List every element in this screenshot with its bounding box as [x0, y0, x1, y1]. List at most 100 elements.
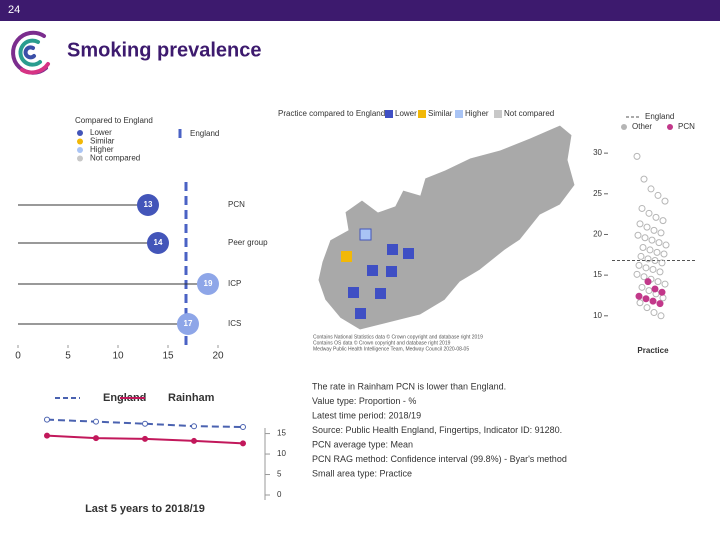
point: [650, 226, 658, 234]
legend-marker: [667, 124, 673, 130]
legend-marker: [621, 124, 627, 130]
legend-label: England: [190, 129, 219, 138]
legend-label: Other: [632, 122, 652, 131]
x-tick-label: 20: [212, 351, 224, 362]
note-line: Value type: Proportion - %: [312, 396, 416, 406]
point: [638, 204, 646, 212]
y-tick-label: 0: [277, 490, 282, 499]
slide-title: Smoking prevalence: [67, 39, 262, 61]
legend-marker: [77, 130, 83, 136]
point: [657, 312, 665, 320]
point: [640, 175, 648, 183]
point: [633, 270, 641, 278]
point: [635, 261, 643, 269]
value-label: 14: [154, 238, 163, 247]
point: [641, 234, 649, 242]
point: [639, 243, 647, 251]
point: [642, 264, 650, 272]
y-tick-label: 30: [593, 148, 602, 157]
point: [137, 194, 159, 216]
y-tick-label: 25: [593, 189, 602, 198]
point: [658, 288, 666, 296]
legend-label: Similar: [428, 109, 453, 118]
point: [44, 432, 50, 439]
point: [657, 229, 665, 237]
category-label: PCN: [228, 200, 245, 209]
point: [637, 252, 645, 260]
point: [643, 223, 651, 231]
credit: Medway Public Health Intelligence Team, …: [313, 346, 469, 352]
point: [177, 313, 199, 335]
point: [650, 309, 658, 317]
note-line: PCN average type: Mean: [312, 439, 413, 449]
legend-marker: [77, 147, 83, 153]
legend-swatch: [455, 110, 463, 118]
point: [653, 248, 661, 256]
point: [636, 299, 644, 307]
point: [643, 304, 651, 312]
legend-label: Similar: [90, 137, 115, 146]
point: [651, 256, 659, 264]
point: [654, 191, 662, 199]
point: [636, 220, 644, 228]
point: [191, 423, 197, 430]
point: [656, 268, 664, 276]
y-tick-label: 15: [277, 429, 286, 438]
point: [635, 292, 643, 300]
point: [659, 294, 667, 302]
point: [191, 437, 197, 444]
point: [197, 273, 219, 295]
point: [652, 213, 660, 221]
point: [647, 185, 655, 193]
point: [660, 250, 668, 258]
y-tick-label: 10: [277, 449, 286, 458]
point: [634, 231, 642, 239]
point: [93, 435, 99, 442]
credit: Contains OS data © Crown copyright and d…: [313, 339, 451, 346]
x-axis-label: Practice: [637, 346, 669, 355]
legend-label: Lower: [90, 128, 112, 137]
point: [649, 297, 657, 305]
legend-swatch: [494, 110, 502, 118]
point: [644, 255, 652, 263]
point: [644, 278, 652, 286]
y-tick-label: 10: [593, 311, 602, 320]
point: [656, 300, 664, 308]
point: [659, 217, 667, 225]
point: [147, 232, 169, 254]
point: [646, 246, 654, 254]
legend-swatch: [418, 110, 426, 118]
map-shape: [317, 124, 576, 331]
point: [649, 265, 657, 273]
point: [142, 435, 148, 442]
value-label: 19: [204, 279, 213, 288]
point: [661, 280, 669, 288]
legend-swatch: [385, 110, 393, 118]
point: [654, 278, 662, 286]
point: [633, 152, 641, 160]
legend-marker: [77, 155, 83, 162]
x-tick-label: 15: [162, 351, 174, 362]
value-label: 17: [184, 319, 193, 328]
legend-label: Higher: [90, 145, 114, 154]
note-line: PCN RAG method: Confidence interval (99.…: [312, 454, 567, 464]
legend-label: Not compared: [504, 109, 554, 118]
note-line: Source: Public Health England, Fingertip…: [312, 425, 562, 435]
point: [645, 287, 653, 295]
note-line: Small area type: Practice: [312, 468, 412, 478]
legend-label: England: [645, 112, 674, 121]
x-tick-label: 10: [112, 351, 124, 362]
point: [651, 285, 659, 293]
legend-label: PCN: [678, 122, 695, 131]
legend-label: Rainham: [168, 392, 215, 404]
y-tick-label: 20: [593, 230, 602, 239]
category-label: ICP: [228, 279, 241, 288]
y-tick-label: 5: [277, 470, 282, 479]
note-line: The rate in Rainham PCN is lower than En…: [312, 381, 506, 391]
legend-title: Practice compared to England: [278, 109, 385, 118]
point: [645, 209, 653, 217]
point: [661, 197, 669, 205]
legend-marker: [77, 138, 83, 145]
y-tick-label: 15: [593, 270, 602, 279]
